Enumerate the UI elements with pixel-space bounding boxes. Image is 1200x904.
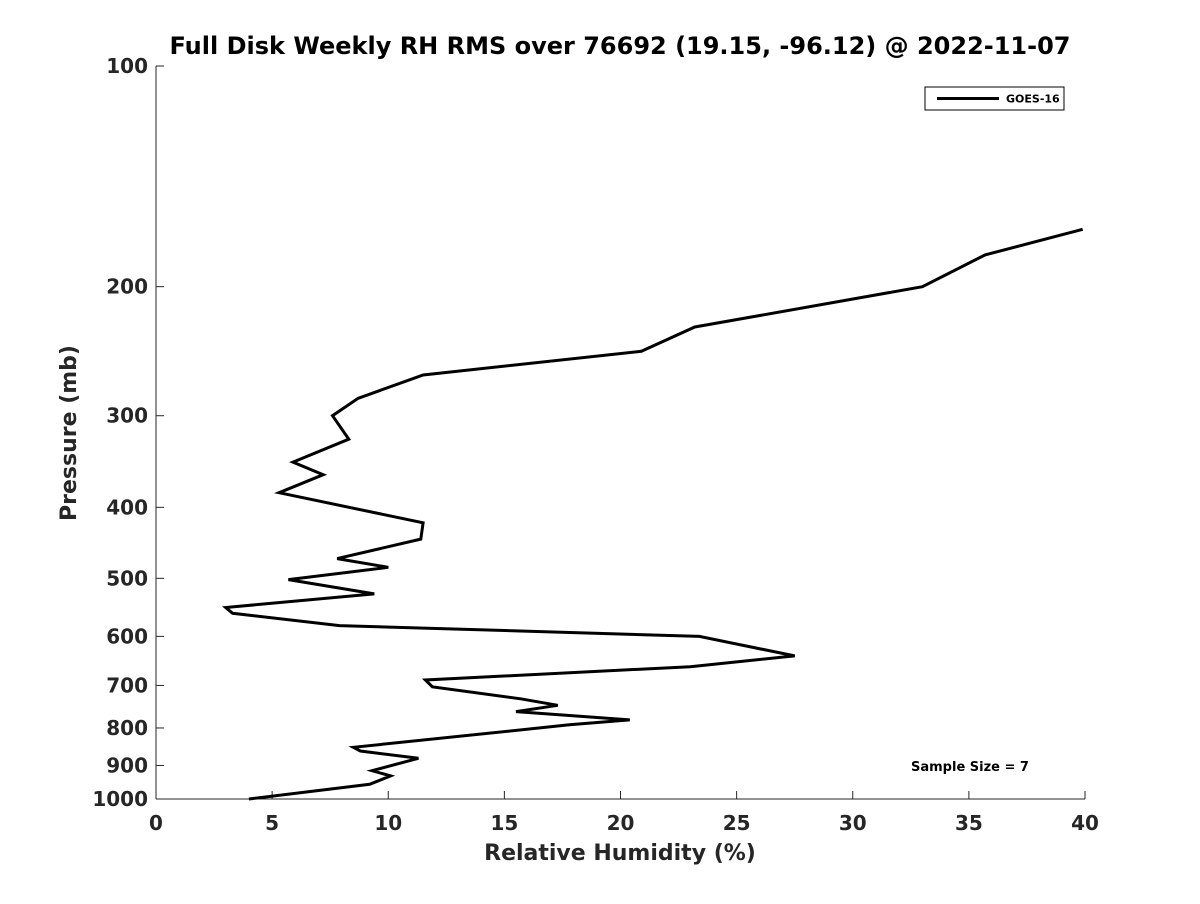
- plot-area: [156, 66, 1085, 799]
- x-tick-label: 35: [955, 811, 983, 835]
- chart-title: Full Disk Weekly RH RMS over 76692 (19.1…: [169, 32, 1070, 60]
- x-axis-label: Relative Humidity (%): [484, 841, 756, 866]
- y-tick-label: 300: [106, 404, 148, 428]
- y-tick-label: 900: [106, 753, 148, 777]
- sample-size-annotation: Sample Size = 7: [911, 760, 1029, 775]
- series-line: [221, 227, 1084, 801]
- x-tick-label: 40: [1071, 811, 1099, 835]
- legend-label: GOES-16: [1006, 93, 1060, 106]
- y-tick-label: 400: [106, 495, 148, 519]
- x-tick-label: 0: [149, 811, 163, 835]
- y-tick-label: 600: [106, 624, 148, 648]
- x-tick-label: 25: [723, 811, 751, 835]
- y-tick-label: 800: [106, 716, 148, 740]
- y-axis-ticks: 100 200 300 400 500 600 700 800 900 1000: [92, 54, 164, 811]
- x-tick-label: 10: [374, 811, 402, 835]
- series-layer: [221, 227, 1084, 801]
- legend: GOES-16: [924, 86, 1065, 111]
- x-tick-label: 20: [607, 811, 635, 835]
- x-tick-label: 15: [490, 811, 518, 835]
- y-tick-label: 1000: [92, 787, 148, 811]
- y-tick-label: 200: [106, 275, 148, 299]
- x-tick-label: 5: [265, 811, 279, 835]
- x-tick-label: 30: [839, 811, 867, 835]
- y-tick-label: 700: [106, 673, 148, 697]
- y-axis-label: Pressure (mb): [57, 345, 82, 521]
- y-tick-label: 100: [106, 54, 148, 78]
- y-tick-label: 500: [106, 566, 148, 590]
- x-axis-ticks: 0 5 10 15 20 25 30 35 40: [149, 791, 1099, 835]
